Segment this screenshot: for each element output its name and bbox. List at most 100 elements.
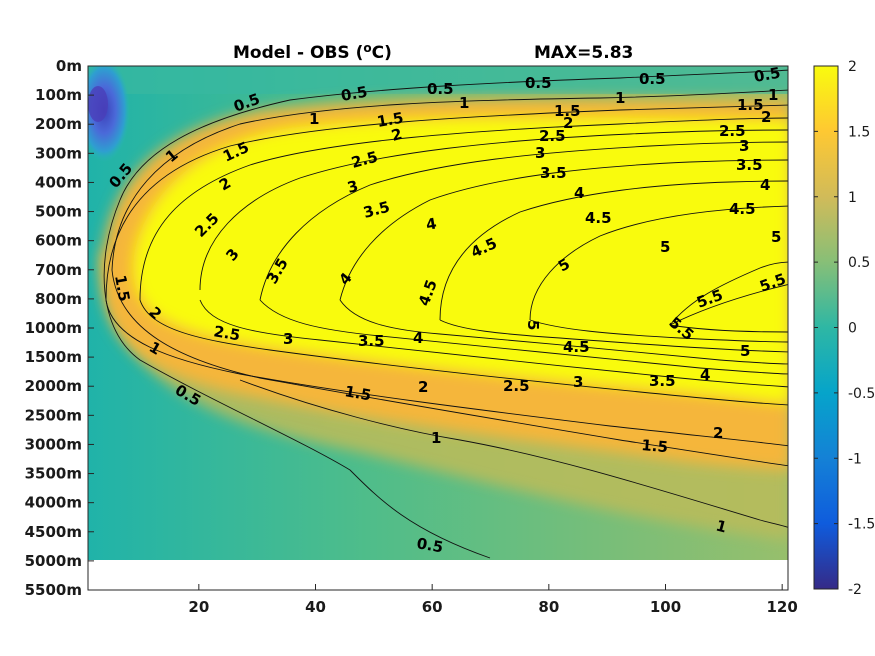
plot-area: 0.5 0.5 0.5 0.5 0.5 0.5 0.5 0.5 0.5 1 1 … — [88, 64, 788, 560]
contour-label: 0.5 — [525, 74, 552, 92]
y-tick-label: 300m — [35, 144, 82, 162]
contour-label: 3.5 — [540, 164, 567, 182]
contour-label: 5 — [740, 342, 750, 360]
contour-4-lower — [439, 319, 788, 353]
y-tick-label: 700m — [35, 261, 82, 279]
contour-label: 2 — [389, 125, 404, 145]
contour-lines — [103, 69, 788, 559]
contour-label: 1 — [615, 89, 625, 107]
y-tick-label: 1000m — [25, 319, 82, 337]
contour-1.5-lower — [105, 299, 788, 447]
colorbar-tick-label: 1 — [848, 190, 857, 206]
x-tick-label: 40 — [305, 598, 326, 616]
colorbar-tick-label: 1.5 — [848, 124, 870, 140]
cold-anomaly-core — [88, 86, 108, 122]
contour-label: 1 — [431, 429, 441, 447]
colorbar-tick-label: 2 — [848, 59, 857, 75]
no-data-region — [88, 560, 788, 590]
contour-label: 3.5 — [736, 156, 763, 174]
contour-label: 2.5 — [212, 322, 241, 344]
contour-label: 1.5 — [343, 382, 372, 404]
contour-label: 4 — [760, 176, 770, 194]
contour-1.5-upper — [105, 104, 788, 301]
y-tick-label: 800m — [35, 290, 82, 308]
contour-label: 3 — [345, 177, 360, 197]
y-tick-label: 200m — [35, 115, 82, 133]
contour-label: 3 — [573, 373, 583, 391]
contour-3-upper — [259, 141, 788, 301]
contour-label: 3.5 — [649, 372, 676, 390]
y-tick-label: 5500m — [25, 581, 82, 599]
y-tick-label: 3000m — [25, 435, 82, 453]
y-tick-label: 2000m — [25, 377, 82, 395]
contour-label: 2 — [761, 108, 771, 126]
contour-label: 0.5 — [340, 83, 369, 105]
contour-label: 0.5 — [753, 64, 782, 86]
contour-1-lower — [111, 269, 788, 467]
contour-5-upper — [669, 261, 788, 326]
contour-label: 3.5 — [358, 332, 385, 350]
contour-1-deep — [239, 379, 788, 528]
contour-label: 2 — [563, 114, 573, 132]
x-tick-label: 20 — [188, 598, 209, 616]
y-tick-label: 400m — [35, 173, 82, 191]
yellow-core — [133, 117, 788, 404]
contour-label: 2 — [713, 424, 723, 442]
svg-text:Model - OBS (oC): Model - OBS (oC) — [233, 41, 392, 63]
contour-5-lower — [669, 324, 788, 333]
colorbar-tick-label: 0.5 — [848, 255, 870, 271]
contour-label: 1 — [714, 516, 729, 536]
contour-label: 5 — [660, 238, 670, 256]
contour-2-lower — [139, 299, 788, 406]
colorbar-ticks: 2 1.5 1 0.5 0 -0.5 -1 -1.5 -2 — [814, 59, 875, 598]
contour-label: 5 — [524, 320, 542, 330]
title-left: Model - OBS ( — [233, 43, 363, 63]
contour-label: 4.5 — [563, 338, 590, 356]
y-tick-label: 1500m — [25, 348, 82, 366]
contour-label: 2.5 — [503, 377, 530, 395]
colorbar: 2 1.5 1 0.5 0 -0.5 -1 -1.5 -2 — [813, 59, 875, 598]
colorbar-tick-label: -0.5 — [848, 386, 875, 402]
contour-2.5-upper — [199, 129, 788, 291]
contour-label: 1 — [768, 86, 778, 104]
y-tick-label: 3500m — [25, 465, 82, 483]
y-tick-label: 500m — [35, 203, 82, 221]
contour-2-upper — [139, 117, 788, 301]
contour-label: 3 — [283, 330, 293, 348]
contour-label: 0.5 — [639, 70, 666, 88]
contour-3-lower — [259, 299, 788, 375]
contour-label: 1.5 — [376, 109, 405, 131]
contour-label: 2.5 — [719, 122, 746, 140]
contour-label: 1 — [459, 94, 469, 112]
colorbar-tick-label: -1.5 — [848, 517, 875, 533]
contour-label: 4.5 — [585, 209, 612, 227]
contour-label: 2 — [418, 378, 428, 396]
contour-3.5-lower — [339, 299, 788, 365]
max-annotation: MAX=5.83 — [534, 43, 633, 63]
contour-label: 4.5 — [729, 200, 756, 218]
contour-label: 2.5 — [539, 127, 566, 145]
y-tick-label: 600m — [35, 232, 82, 250]
x-tick-label: 60 — [422, 598, 443, 616]
y-tick-label: 4500m — [25, 523, 82, 541]
contour-label: 1.5 — [554, 102, 581, 120]
contour-label: 4 — [413, 329, 423, 347]
y-tick-label: 4000m — [25, 494, 82, 512]
x-tick-label: 100 — [650, 598, 681, 616]
surface-band — [88, 66, 788, 94]
y-tick-label: 100m — [35, 86, 82, 104]
contour-label: 1 — [309, 110, 319, 128]
contour-5.5 — [669, 284, 788, 326]
contour-label: 4 — [700, 366, 710, 384]
contour-3.5-upper — [339, 159, 788, 301]
x-axis: 20 40 60 80 100 120 — [188, 584, 798, 616]
figure-title: Model - OBS (oC) MAX=5.83 — [233, 41, 633, 63]
contour-label: 3 — [739, 137, 749, 155]
contour-0.5-lower — [103, 199, 491, 559]
contour-label: 4 — [425, 214, 438, 234]
contour-4-upper — [439, 180, 788, 321]
contour-1-upper — [111, 89, 788, 271]
contour-label: 1.5 — [737, 96, 764, 114]
contour-4.5-lower — [529, 319, 788, 343]
